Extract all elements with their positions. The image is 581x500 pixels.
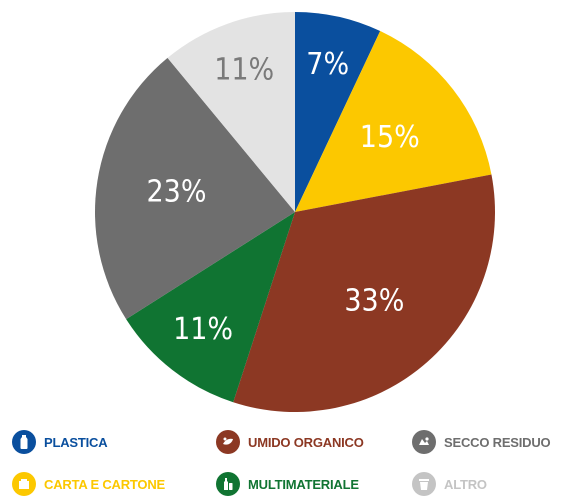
plastic-bottle-icon xyxy=(12,430,36,454)
legend-label-umido-organico: UMIDO ORGANICO xyxy=(248,434,364,450)
legend-item-umido-organico: UMIDO ORGANICO xyxy=(216,428,364,456)
bin-icon xyxy=(412,472,436,496)
legend-label-altro: ALTRO xyxy=(444,476,487,492)
slice-label-multimateriale: 11% xyxy=(173,312,233,347)
legend-item-secco-residuo: SECCO RESIDUO xyxy=(412,428,551,456)
slice-label-plastica: 7% xyxy=(306,47,349,82)
legend-label-plastica: PLASTICA xyxy=(44,434,108,450)
legend-item-altro: ALTRO xyxy=(412,470,487,498)
legend-item-carta-e-cartone: CARTA E CARTONE xyxy=(12,470,165,498)
pie-slice-multimateriale xyxy=(126,212,295,403)
slice-label-secco-residuo: 23% xyxy=(147,175,207,210)
residual-waste-icon xyxy=(412,430,436,454)
pie-slice-umido-organico xyxy=(233,174,496,412)
legend-label-secco-residuo: SECCO RESIDUO xyxy=(444,434,551,450)
pie-slice-secco-residuo xyxy=(94,57,295,320)
pie-slice-altro xyxy=(167,12,295,212)
food-waste-icon xyxy=(216,430,240,454)
legend-item-multimateriale: MULTIMATERIALE xyxy=(216,470,359,498)
slice-label-carta-e-cartone: 15% xyxy=(360,120,420,155)
glass-can-icon xyxy=(216,472,240,496)
pie-slice-carta-e-cartone xyxy=(295,31,492,213)
legend-item-plastica: PLASTICA xyxy=(12,428,108,456)
legend-label-multimateriale: MULTIMATERIALE xyxy=(248,476,359,492)
pie-chart: 7% 15% 33% 11% 23% 11% xyxy=(94,12,496,412)
slice-label-altro: 11% xyxy=(214,52,274,87)
paper-box-icon xyxy=(12,472,36,496)
pie-slice-plastica xyxy=(295,12,381,212)
legend-label-carta-e-cartone: CARTA E CARTONE xyxy=(44,476,165,492)
slice-label-umido-organico: 33% xyxy=(344,284,404,319)
